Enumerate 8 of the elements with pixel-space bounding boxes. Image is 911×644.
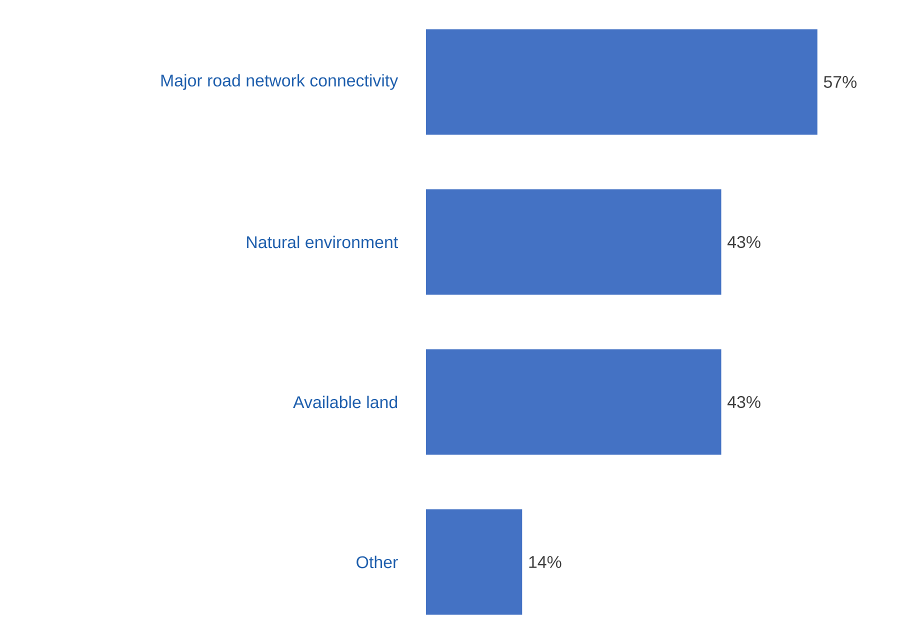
data-label: 43% bbox=[727, 396, 760, 408]
data-label: 43% bbox=[727, 236, 760, 248]
y-tick-label: Natural environment bbox=[247, 236, 398, 248]
y-tick-label: Major road network connectivity bbox=[161, 74, 398, 90]
data-label: 57% bbox=[824, 76, 857, 88]
data-label: 14% bbox=[529, 556, 562, 568]
y-tick-label: Other bbox=[356, 556, 398, 568]
y-tick-label: Available land bbox=[293, 396, 398, 408]
